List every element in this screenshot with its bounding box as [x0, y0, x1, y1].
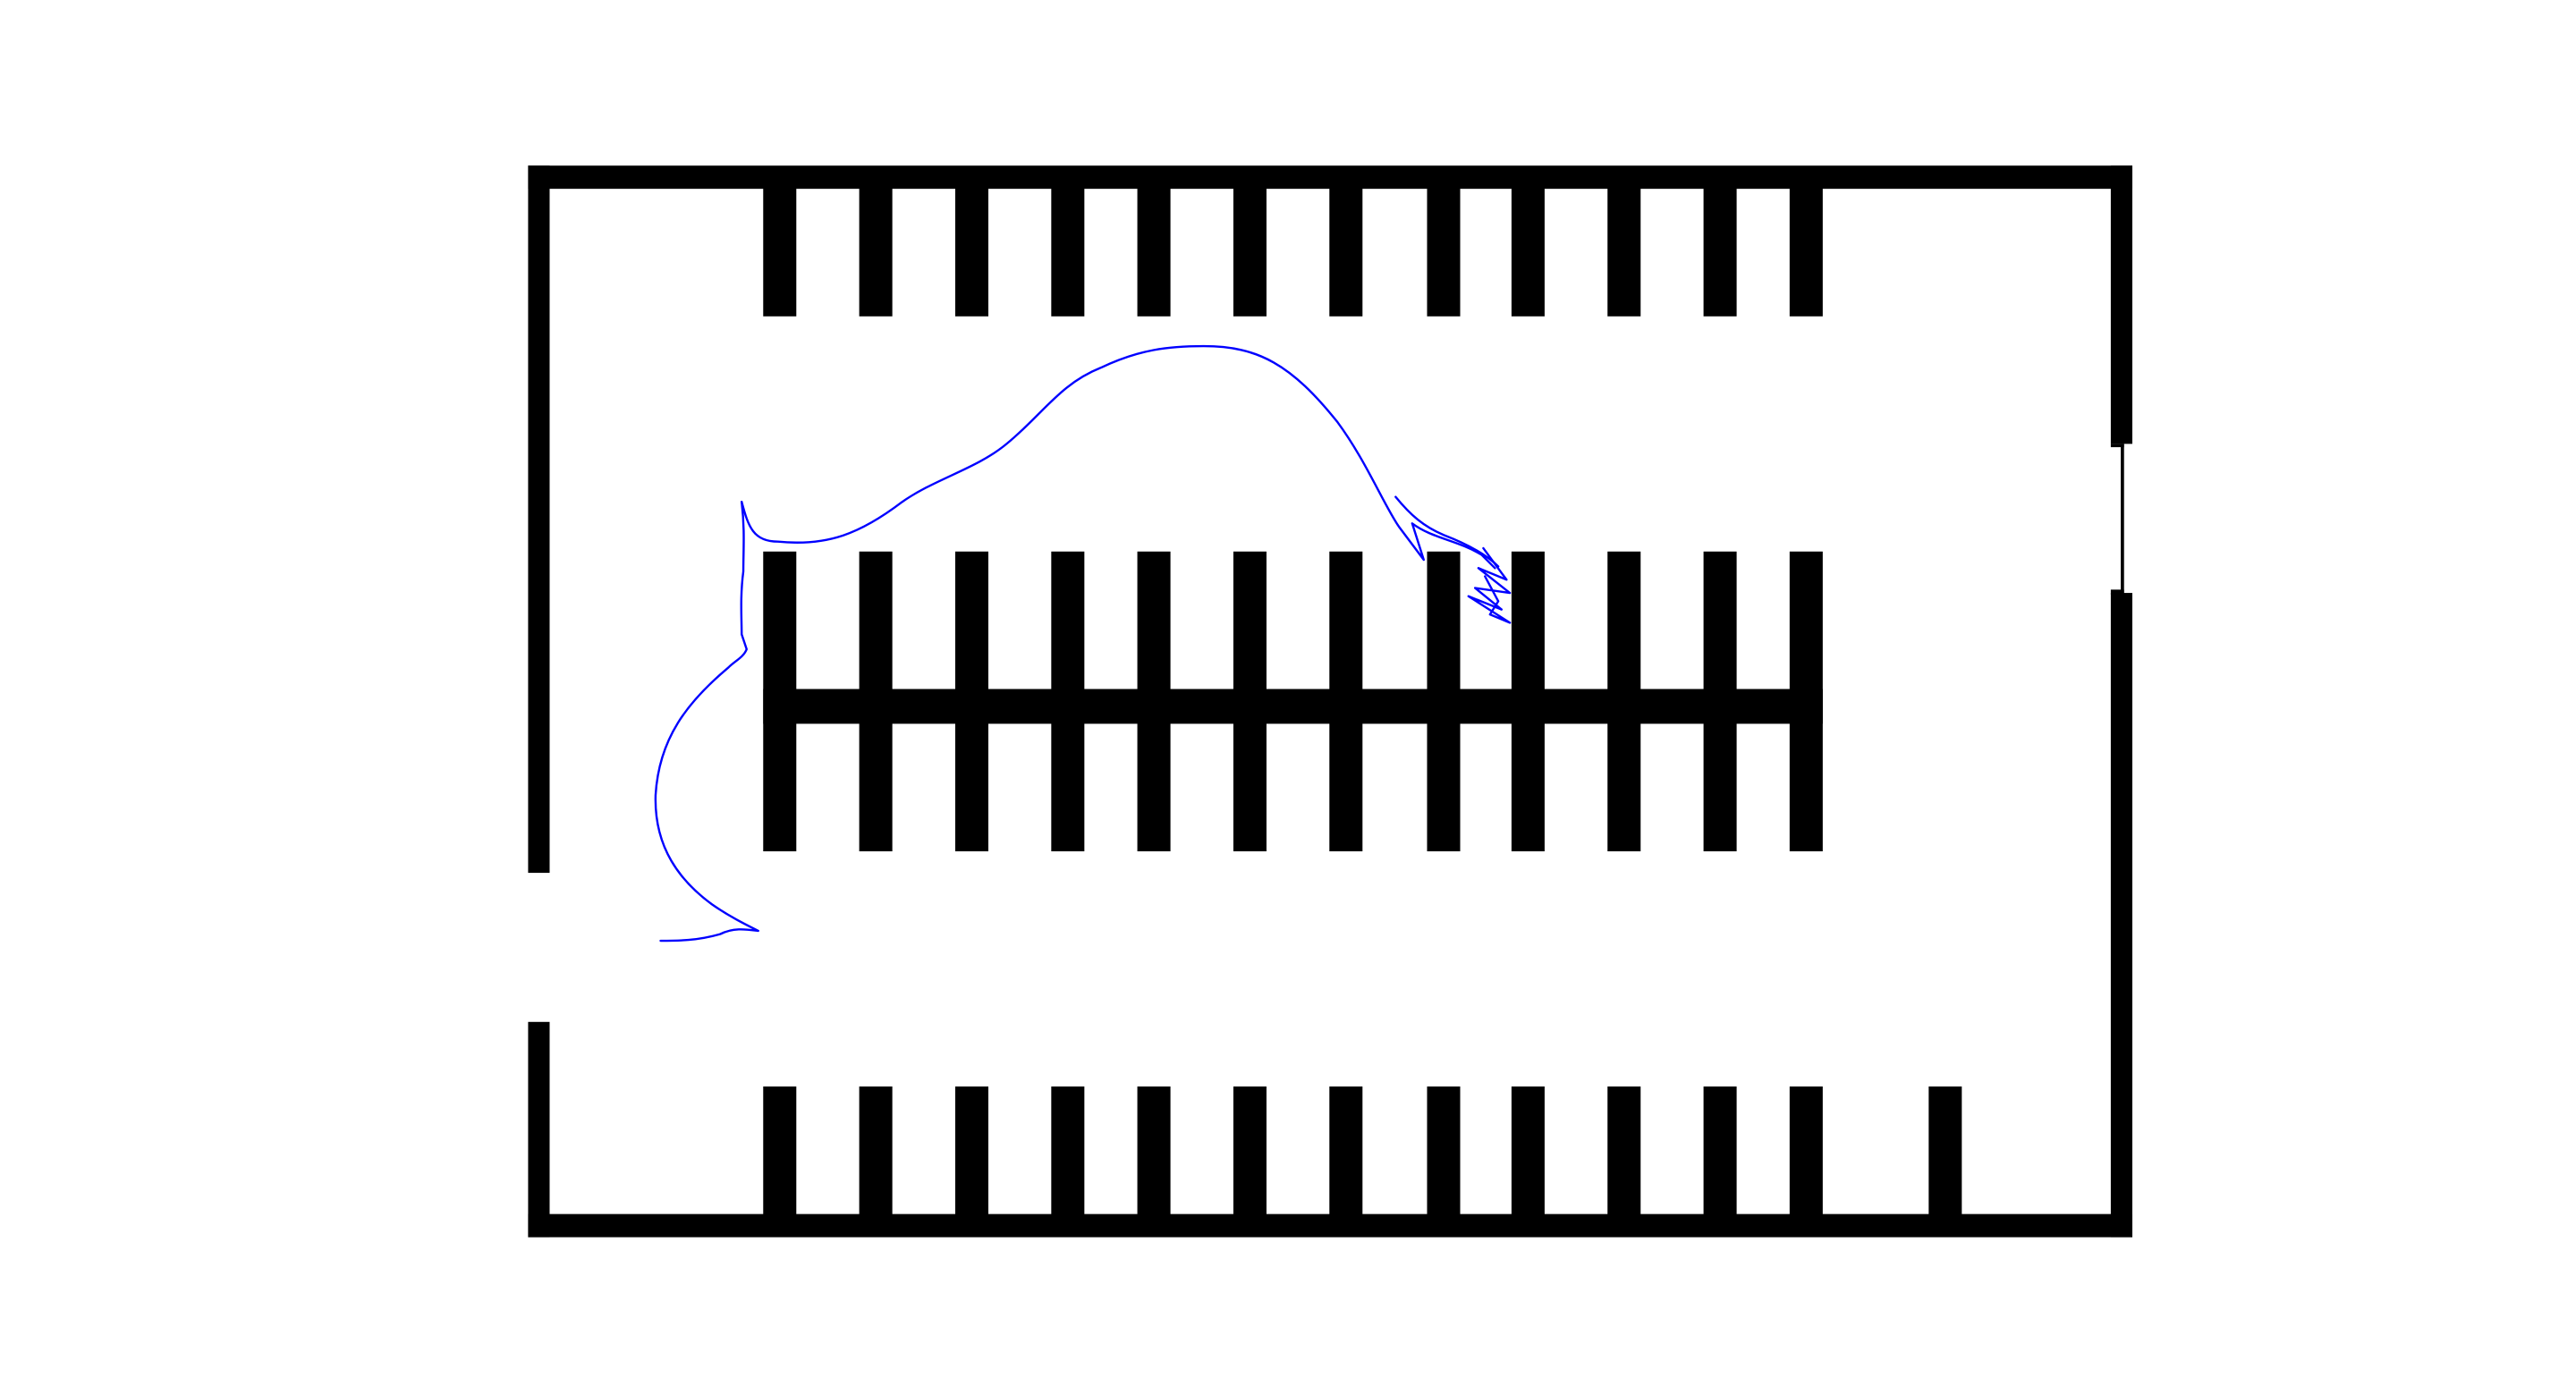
island-spine — [763, 689, 1823, 724]
bottom-row-stalls — [763, 1086, 1962, 1222]
bottom-stall-divider-2 — [859, 1086, 893, 1222]
island-divider-9 — [1511, 551, 1545, 852]
route-curve-left — [654, 501, 759, 943]
top-stall-divider-12 — [1789, 182, 1823, 317]
bottom-stall-divider-3 — [954, 1086, 988, 1222]
top-stall-divider-11 — [1703, 182, 1737, 317]
route-curve-upper — [741, 344, 1496, 570]
island-divider-5 — [1137, 551, 1171, 852]
wall-left-lower — [528, 1021, 550, 1238]
island-divider-8 — [1427, 551, 1461, 852]
top-stall-divider-9 — [1511, 182, 1545, 317]
top-stall-divider-6 — [1233, 182, 1267, 317]
top-stall-divider-5 — [1137, 182, 1171, 317]
top-stall-divider-3 — [954, 182, 988, 317]
bottom-stall-divider-7 — [1329, 1086, 1363, 1222]
island-divider-11 — [1703, 551, 1737, 852]
bottom-stall-divider-6 — [1233, 1086, 1267, 1222]
top-stall-divider-8 — [1427, 182, 1461, 317]
route-scribble-end — [1467, 546, 1512, 624]
bottom-stall-divider-12 — [1789, 1086, 1823, 1222]
perimeter-walls — [528, 165, 2132, 1238]
bottom-stall-divider-1 — [763, 1086, 797, 1222]
bottom-stall-divider-9 — [1511, 1086, 1545, 1222]
middle-island — [763, 551, 1823, 852]
top-stall-divider-4 — [1051, 182, 1085, 317]
island-divider-6 — [1233, 551, 1267, 852]
bottom-stall-divider-4 — [1051, 1086, 1085, 1222]
island-divider-7 — [1329, 551, 1363, 852]
top-stall-divider-2 — [859, 182, 893, 317]
top-stall-divider-10 — [1607, 182, 1641, 317]
wall-right-lower — [2110, 593, 2132, 1238]
island-divider-10 — [1607, 551, 1641, 852]
top-stall-divider-1 — [763, 182, 797, 317]
hand-drawn-route — [654, 344, 1512, 943]
wall-left-upper — [528, 165, 550, 874]
wall-right-gap-cap-top — [2110, 444, 2124, 448]
bottom-stall-divider-8 — [1427, 1086, 1461, 1222]
bottom-stall-divider-10 — [1607, 1086, 1641, 1222]
top-stall-divider-7 — [1329, 182, 1363, 317]
wall-right-gap-thin — [2121, 444, 2124, 595]
route-start-branch — [1394, 495, 1500, 568]
island-divider-12 — [1789, 551, 1823, 852]
bottom-stall-divider-11 — [1703, 1086, 1737, 1222]
bottom-stall-divider-13 — [1928, 1086, 1962, 1222]
bottom-stall-divider-5 — [1137, 1086, 1171, 1222]
island-divider-2 — [859, 551, 893, 852]
island-divider-1 — [763, 551, 797, 852]
island-divider-4 — [1051, 551, 1085, 852]
wall-right-upper — [2110, 165, 2132, 444]
top-row-stalls — [763, 182, 1823, 317]
wall-right-gap-cap-bottom — [2110, 589, 2124, 595]
island-divider-3 — [954, 551, 988, 852]
